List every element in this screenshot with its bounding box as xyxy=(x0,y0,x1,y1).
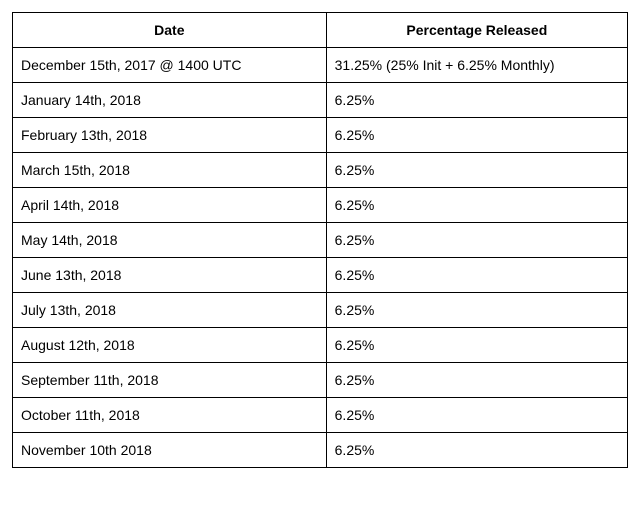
table-row: April 14th, 2018 6.25% xyxy=(13,188,628,223)
cell-percentage: 6.25% xyxy=(326,223,627,258)
table-row: May 14th, 2018 6.25% xyxy=(13,223,628,258)
table-row: July 13th, 2018 6.25% xyxy=(13,293,628,328)
col-header-date: Date xyxy=(13,13,327,48)
cell-date: March 15th, 2018 xyxy=(13,153,327,188)
cell-date: November 10th 2018 xyxy=(13,433,327,468)
table-row: September 11th, 2018 6.25% xyxy=(13,363,628,398)
cell-percentage: 6.25% xyxy=(326,363,627,398)
cell-percentage: 31.25% (25% Init + 6.25% Monthly) xyxy=(326,48,627,83)
release-schedule-table: Date Percentage Released December 15th, … xyxy=(12,12,628,468)
cell-percentage: 6.25% xyxy=(326,188,627,223)
cell-date: May 14th, 2018 xyxy=(13,223,327,258)
cell-percentage: 6.25% xyxy=(326,118,627,153)
cell-date: January 14th, 2018 xyxy=(13,83,327,118)
cell-date: December 15th, 2017 @ 1400 UTC xyxy=(13,48,327,83)
cell-percentage: 6.25% xyxy=(326,398,627,433)
table-row: March 15th, 2018 6.25% xyxy=(13,153,628,188)
table-row: August 12th, 2018 6.25% xyxy=(13,328,628,363)
table-row: June 13th, 2018 6.25% xyxy=(13,258,628,293)
cell-date: June 13th, 2018 xyxy=(13,258,327,293)
col-header-percentage: Percentage Released xyxy=(326,13,627,48)
cell-percentage: 6.25% xyxy=(326,153,627,188)
table-row: December 15th, 2017 @ 1400 UTC 31.25% (2… xyxy=(13,48,628,83)
table-row: January 14th, 2018 6.25% xyxy=(13,83,628,118)
cell-percentage: 6.25% xyxy=(326,83,627,118)
cell-percentage: 6.25% xyxy=(326,433,627,468)
table-header-row: Date Percentage Released xyxy=(13,13,628,48)
table-row: October 11th, 2018 6.25% xyxy=(13,398,628,433)
table-row: November 10th 2018 6.25% xyxy=(13,433,628,468)
cell-date: April 14th, 2018 xyxy=(13,188,327,223)
cell-date: February 13th, 2018 xyxy=(13,118,327,153)
cell-percentage: 6.25% xyxy=(326,293,627,328)
cell-date: August 12th, 2018 xyxy=(13,328,327,363)
cell-percentage: 6.25% xyxy=(326,328,627,363)
cell-percentage: 6.25% xyxy=(326,258,627,293)
cell-date: July 13th, 2018 xyxy=(13,293,327,328)
cell-date: October 11th, 2018 xyxy=(13,398,327,433)
table-row: February 13th, 2018 6.25% xyxy=(13,118,628,153)
cell-date: September 11th, 2018 xyxy=(13,363,327,398)
